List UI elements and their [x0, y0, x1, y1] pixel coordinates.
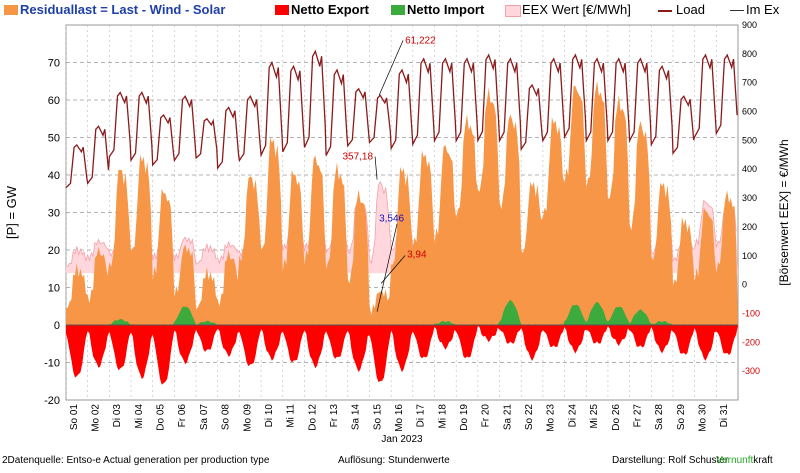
legend-import-label: Netto Import [407, 2, 485, 17]
axis-layer: -20-10010203040506070-300-200-1000100200… [4, 20, 791, 445]
legend-load-label: Load [676, 2, 705, 17]
y-left-tick-label: 30 [48, 208, 60, 220]
y-right-tick-label: 200 [742, 222, 757, 232]
annotation-leader [374, 156, 378, 180]
y-left-tick-label: -10 [44, 358, 60, 370]
y-right-tick-label: 100 [742, 251, 757, 261]
annotation-residual-min: 3,546 [379, 214, 404, 225]
legend-load-swatch [658, 10, 672, 12]
legend-imex-label: Im Ex [746, 2, 780, 17]
annotation-leader [378, 40, 404, 96]
x-tick-label: So 01 [69, 404, 80, 431]
annotation-layer: 357,18 61,222 3,94 3,546 [342, 35, 436, 312]
legend-eex-swatch [505, 5, 521, 17]
x-tick-label: Sa 07 [199, 404, 210, 431]
net-import-area [66, 299, 738, 326]
legend-residual-label: Residuallast = Last - Wind - Solar [20, 2, 226, 17]
annotation-load-max: 61,222 [405, 35, 436, 46]
x-tick-label: Mo 09 [242, 404, 253, 432]
x-tick-label: Mi 25 [589, 404, 600, 429]
legend-imex-swatch [730, 10, 744, 11]
legend-eex-label: EEX Wert [€/MWh] [522, 2, 631, 17]
x-tick-label: Sa 28 [654, 404, 665, 431]
x-tick-label: Mi 18 [437, 404, 448, 429]
y-right-tick-label: -300 [742, 366, 760, 376]
x-tick-label: Di 03 [112, 404, 123, 428]
annotation-leader [380, 255, 406, 284]
y-left-tick-label: 50 [48, 133, 60, 145]
x-tick-label: So 29 [676, 404, 687, 431]
brand-kraft: kraft [753, 455, 773, 466]
x-tick-label: Fr 06 [177, 404, 188, 428]
footer-source: 2Datenquelle: Entso-e Actual generation … [2, 455, 270, 466]
y-right-tick-label: 400 [742, 164, 757, 174]
y-right-tick-label: -100 [742, 308, 760, 318]
x-tick-label: Mo 23 [546, 404, 557, 432]
x-tick-label: Fr 27 [632, 404, 643, 428]
y-right-tick-label: 600 [742, 107, 757, 117]
footer-resolution: Auflösung: Stundenwerte [338, 455, 450, 466]
x-tick-label: Do 12 [307, 404, 318, 431]
x-tick-label: Di 31 [719, 404, 730, 428]
legend-import-swatch [391, 5, 405, 15]
x-axis-title: Jan 2023 [381, 434, 423, 445]
x-tick-label: Do 05 [156, 404, 167, 431]
x-tick-label: Sa 14 [351, 404, 362, 431]
x-tick-label: Di 17 [416, 404, 427, 428]
legend: Residuallast = Last - Wind - Solar Netto… [0, 0, 800, 22]
y-left-tick-label: 0 [54, 320, 60, 332]
x-tick-label: Fr 13 [329, 404, 340, 428]
y-right-tick-label: 300 [742, 193, 757, 203]
footer-author: Darstellung: Rolf Schuster [612, 455, 729, 466]
y-right-tick-label: -200 [742, 337, 760, 347]
x-tick-label: Fr 20 [481, 404, 492, 428]
y-left-tick-label: -20 [44, 395, 60, 407]
x-tick-label: Do 19 [459, 404, 470, 431]
y-left-tick-label: 20 [48, 245, 60, 257]
brand-vernunft: Vernunft [716, 455, 754, 466]
x-tick-label: So 22 [524, 404, 535, 431]
y-left-axis-title: [P] = GW [4, 185, 19, 239]
x-tick-label: Do 26 [611, 404, 622, 431]
x-tick-label: Mi 04 [134, 404, 145, 429]
y-right-tick-label: 0 [742, 280, 747, 290]
x-tick-label: So 15 [372, 404, 383, 431]
load-line [65, 49, 738, 189]
y-left-tick-label: 60 [48, 95, 60, 107]
residual-load-area [66, 80, 738, 326]
legend-export-label: Netto Export [291, 2, 369, 17]
x-tick-label: Di 10 [264, 404, 275, 428]
y-right-axis-title: [Börsenwert EEX] = €/MWh [777, 139, 791, 285]
legend-export-swatch [275, 5, 289, 15]
x-tick-label: Sa 21 [502, 404, 513, 431]
x-tick-label: Mo 30 [697, 404, 708, 432]
x-tick-label: Mo 02 [91, 404, 102, 432]
annotation-price-max: 357,18 [342, 152, 373, 163]
y-right-tick-label: 700 [742, 78, 757, 88]
y-left-tick-label: 40 [48, 170, 60, 182]
y-right-tick-label: 800 [742, 49, 757, 59]
annotation-price-min: 3,94 [407, 249, 427, 260]
x-tick-label: Mo 16 [394, 404, 405, 432]
x-tick-label: Mi 11 [286, 404, 297, 428]
x-tick-label: So 08 [221, 404, 232, 431]
y-right-tick-label: 900 [742, 20, 757, 30]
footer-brand: Vernunftkraft [716, 455, 773, 466]
x-tick-label: Di 24 [567, 404, 578, 428]
legend-residual-swatch [4, 5, 18, 15]
y-left-tick-label: 70 [48, 58, 60, 70]
data-layer [65, 49, 738, 385]
y-left-tick-label: 10 [48, 283, 60, 295]
net-export-area [66, 325, 738, 385]
annotation-leader [376, 223, 398, 312]
y-right-tick-label: 500 [742, 135, 757, 145]
